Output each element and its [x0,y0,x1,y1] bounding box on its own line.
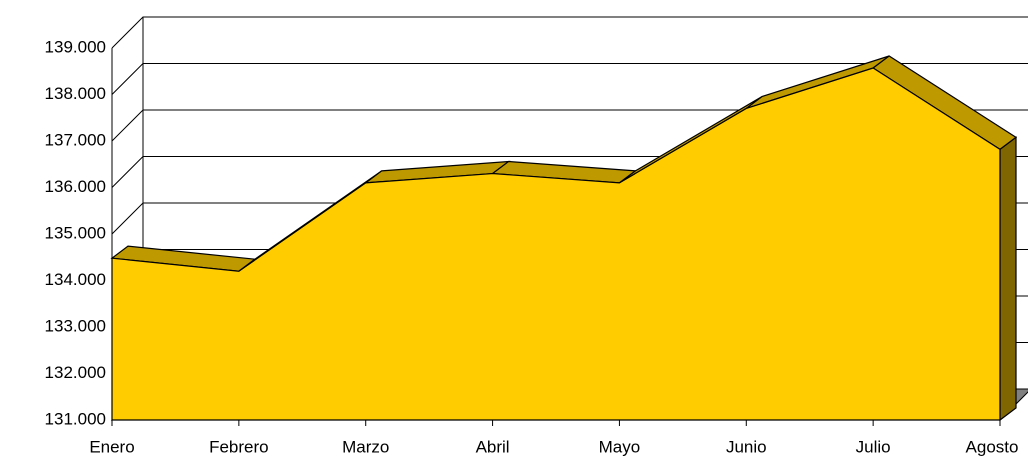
y-tick-label: 132.000 [45,363,106,382]
y-tick-label: 138.000 [45,84,106,103]
y-tick-label: 133.000 [45,316,106,335]
y-tick-label: 139.000 [45,37,106,56]
x-tick-label: Abril [476,437,510,456]
y-tick-label: 135.000 [45,223,106,242]
x-tick-label: Mayo [599,437,641,456]
x-tick-label: Enero [89,437,134,456]
area-side [999,136,1017,422]
y-tick-label: 136.000 [45,177,106,196]
x-tick-label: Junio [726,437,767,456]
x-tick-label: Julio [856,437,891,456]
y-tick-label: 137.000 [45,130,106,149]
x-tick-label: Marzo [342,437,389,456]
area [111,67,1001,421]
y-tick-label: 131.000 [45,409,106,428]
grid-line [111,16,1028,49]
x-tick-label: Febrero [209,437,269,456]
x-tick-label: Agosto [966,437,1019,456]
y-tick-label: 134.000 [45,270,106,289]
